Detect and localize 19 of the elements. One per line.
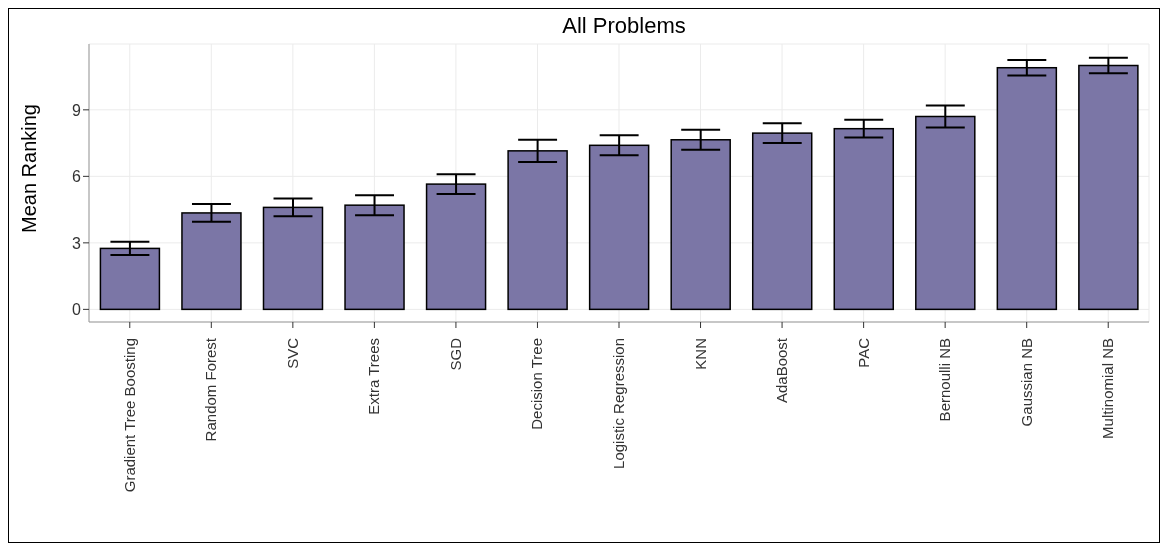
y-tick-label: 9 [72,101,82,119]
y-axis-title: Mean Ranking [18,104,41,233]
x-tick-label: Random Forest [202,337,220,442]
y-tick-label: 3 [72,234,82,252]
chart-title: All Problems [561,12,687,39]
x-tick-label: PAC [854,337,872,368]
x-tick-label: SVC [283,337,301,369]
x-tick-label: Extra Trees [365,338,383,415]
x-tick-label: Gradient Tree Boosting [120,338,138,493]
y-tick-label: 0 [72,301,82,319]
x-tick-label: Bernoulli NB [936,338,954,422]
x-tick-label: Logistic Regression [610,338,627,469]
x-tick-label: SGD [446,337,464,371]
y-tick-label: 6 [72,168,82,186]
x-tick-label: Decision Tree [528,338,546,430]
x-tick-label: Multinomial NB [1099,338,1117,439]
x-tick-label: AdaBoost [773,337,791,404]
x-tick-label: Gaussian NB [1017,338,1035,427]
x-tick-label: KNN [691,338,709,370]
